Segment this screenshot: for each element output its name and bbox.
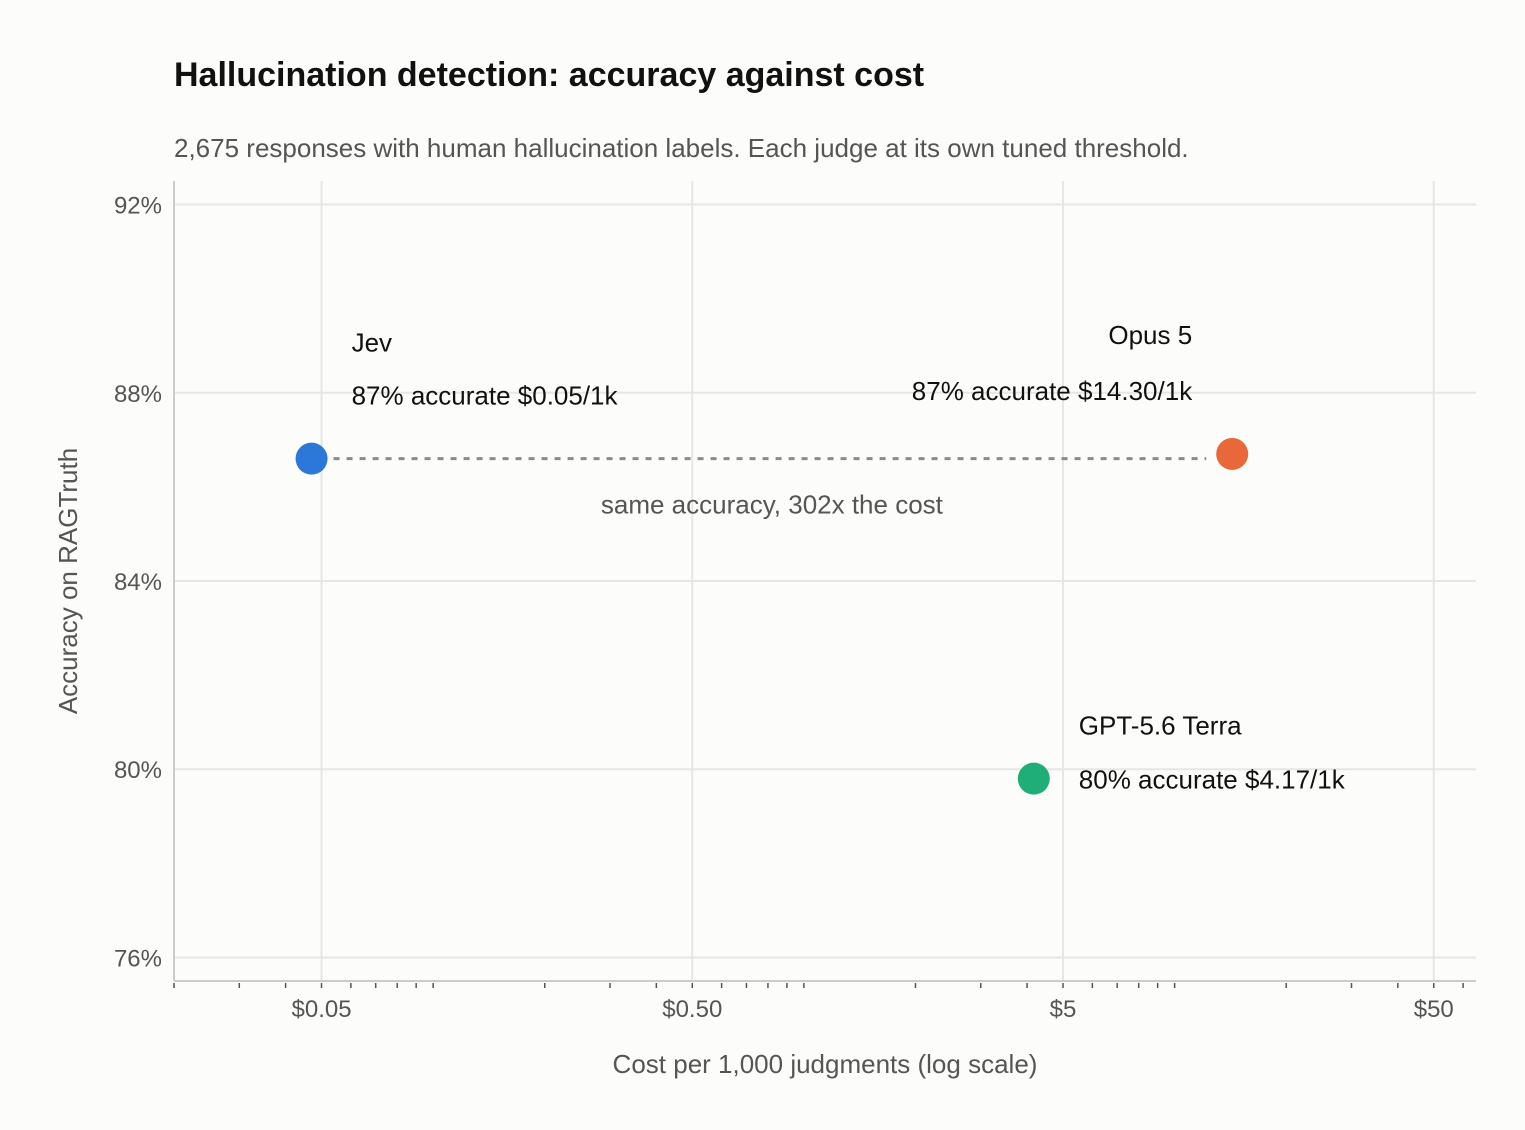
chart-subtitle: 2,675 responses with human hallucination… bbox=[174, 133, 1189, 163]
x-tick-label: $0.50 bbox=[662, 996, 722, 1023]
chart-title: Hallucination detection: accuracy agains… bbox=[174, 56, 924, 94]
point-value-label: 80% accurate $4.17/1k bbox=[1079, 765, 1346, 795]
y-tick-label: 76% bbox=[114, 945, 162, 972]
axes: 76% 80% 84% 88% 92% $0.05 $0.50 $5 $50 bbox=[114, 181, 1476, 1023]
y-tick-label: 84% bbox=[114, 569, 162, 596]
data-point bbox=[1017, 762, 1050, 795]
point-name-label: Jev bbox=[352, 328, 392, 358]
data-point bbox=[295, 442, 328, 475]
data-points: same accuracy, 302x the cost Jev 87% accur… bbox=[295, 320, 1346, 795]
point-value-label: 87% accurate $0.05/1k bbox=[352, 381, 619, 411]
point-value-label: 87% accurate $14.30/1k bbox=[912, 376, 1193, 406]
y-tick-label: 88% bbox=[114, 381, 162, 408]
y-tick-label: 80% bbox=[114, 757, 162, 784]
data-point bbox=[1216, 437, 1249, 470]
x-tick-label: $5 bbox=[1050, 996, 1077, 1023]
point-name-label: Opus 5 bbox=[1108, 320, 1192, 350]
comparison-annotation: same accuracy, 302x the cost bbox=[601, 490, 944, 520]
x-tick-label: $50 bbox=[1414, 996, 1454, 1023]
y-axis-title: Accuracy on RAGTruth bbox=[53, 448, 83, 714]
y-tick-label: 92% bbox=[114, 193, 162, 220]
grid bbox=[174, 181, 1476, 981]
x-tick-label: $0.05 bbox=[292, 996, 352, 1023]
x-axis-title: Cost per 1,000 judgments (log scale) bbox=[613, 1049, 1038, 1079]
point-name-label: GPT-5.6 Terra bbox=[1079, 711, 1242, 741]
